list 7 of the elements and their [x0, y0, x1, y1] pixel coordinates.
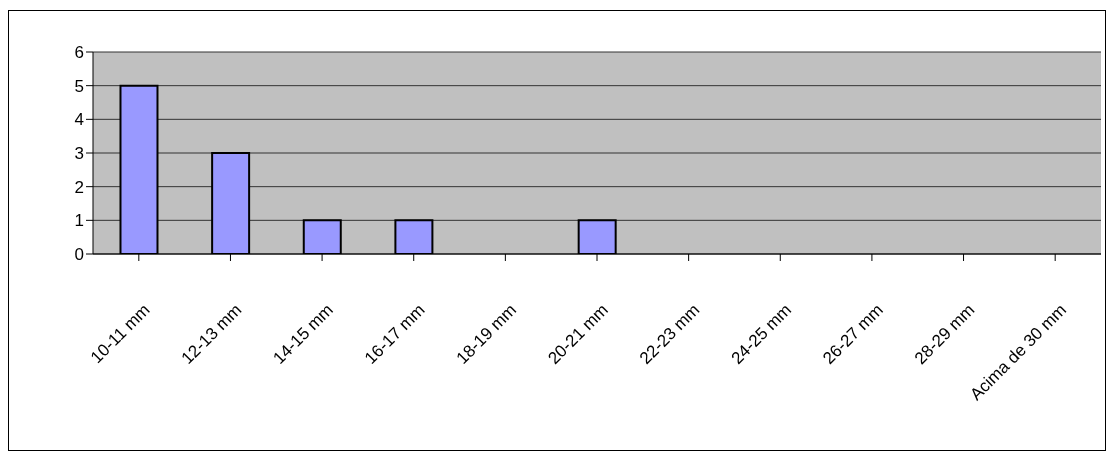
y-tick-label: 6: [74, 43, 84, 63]
y-tick-label: 5: [74, 76, 84, 96]
y-tick-label: 2: [74, 177, 84, 197]
y-tick-label: 4: [74, 110, 84, 130]
y-tick-label: 1: [74, 211, 84, 231]
y-tick-label: 3: [74, 144, 84, 164]
y-tick-label: 0: [74, 245, 84, 265]
